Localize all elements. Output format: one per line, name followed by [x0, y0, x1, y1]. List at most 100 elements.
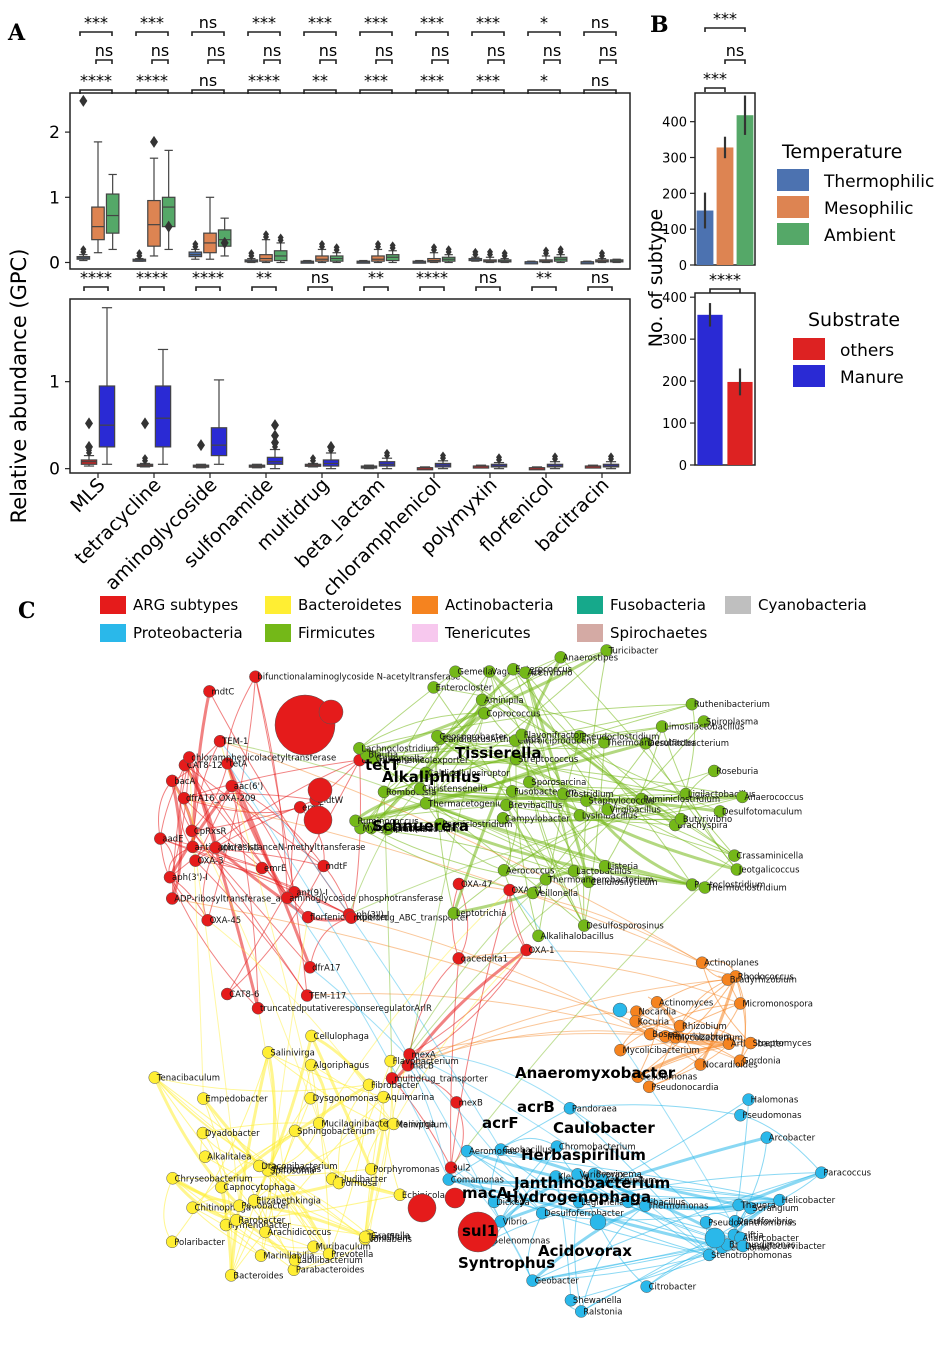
node-label-gordonia: Gordonia [742, 1057, 781, 1067]
node-label-rhizobium: Rhizobium [682, 1022, 727, 1032]
node-label-limosilactobacillus: Limosilactobacillus [664, 722, 745, 732]
node-muribaculum [307, 1240, 320, 1253]
legend-label-bacteroidetes: Bacteroidetes [298, 596, 402, 614]
sig-label: *** [252, 13, 276, 32]
legend-temperature-title: Temperature [781, 141, 902, 163]
node-cat8-6 [220, 987, 234, 1001]
node-label-polaribacter: Polaribacter [174, 1238, 225, 1248]
legend-swatch-proteobacteria [100, 624, 126, 642]
node-label-prevotella: Prevotella [331, 1250, 373, 1260]
node-aerococcus [497, 864, 511, 877]
node-aade [154, 832, 167, 845]
node-thermoanaerobacterium [539, 873, 553, 886]
network-edge [310, 1064, 330, 1254]
network-edge [488, 670, 677, 827]
node-label-mycoplasma: Mycoplasma [373, 824, 426, 834]
sig-label: *** [84, 13, 108, 32]
node-labilibacterium [288, 1253, 302, 1267]
sig-label: ** [312, 71, 328, 90]
node-label-brachyspira: Brachyspira [677, 821, 728, 831]
legend-label-proteobacteria: Proteobacteria [133, 624, 243, 642]
network-edge [183, 759, 360, 799]
legend-swatch-cyanobacteria [725, 596, 751, 614]
node-label-mdtf: mdtF [326, 862, 348, 872]
box-mesophilic-sulfonamide [259, 254, 273, 262]
node-label-tem-117: TEM-117 [308, 992, 346, 1002]
node-pseudomonas [734, 1108, 747, 1122]
network-edge [425, 803, 505, 871]
node-label-chryseobacterium: Chryseobacterium [175, 1174, 253, 1184]
outlier-marker [608, 452, 614, 461]
network-edge [532, 1244, 728, 1282]
node-label-petrimonas: Petrimonas [273, 1165, 321, 1175]
node-capnocytophaga [215, 1180, 228, 1194]
node-label-dfra17: dfrA17 [312, 963, 341, 973]
sig-label: *** [713, 9, 737, 28]
node-label-enterocloster: Enterocloster [436, 683, 493, 693]
node-geobacter [526, 1274, 539, 1287]
node-label-streptomyces: Streptomyces [753, 1039, 812, 1049]
node-label-ligilactobacillus: Ligilactobacillus [688, 790, 756, 800]
y-tick-label: 400 [662, 291, 687, 306]
node-citrobacter [640, 1280, 653, 1293]
outlier-marker [552, 452, 558, 461]
sig-bracket [415, 31, 449, 36]
node-hub-label-alkaliphilus: Alkaliphilus [382, 768, 481, 786]
legend-label-manure: Manure [840, 368, 904, 388]
node-label-cat8-6: CAT8-6 [229, 990, 259, 1000]
network-edge [154, 1077, 296, 1261]
node-label-chloramphenicolacetyltransferase: chloramphenicolacetyltransferase [191, 753, 336, 763]
network-edge [373, 757, 735, 857]
network-edge [226, 676, 256, 764]
network-edge [392, 1076, 457, 1103]
node-label-peptoclostridium: Peptoclostridium [694, 881, 765, 891]
network-edge [532, 1245, 744, 1282]
node-label-ralstonia: Ralstonia [583, 1307, 622, 1317]
node-label-teta: tetA [230, 759, 248, 769]
node-label-streptococcus: Streptococcus [518, 755, 579, 765]
network-edge [528, 781, 590, 883]
network-edge [407, 1064, 450, 1180]
node-label-veillonella: Veillonella [535, 889, 578, 899]
node-sul2 [444, 1161, 458, 1174]
panel-b-ylabel: No. of subtype [645, 209, 667, 347]
network-edge [407, 979, 728, 1066]
sig-bracket [527, 89, 561, 94]
node-klebsiella [549, 1170, 563, 1183]
node-label-emre: emrE [264, 864, 286, 874]
node-label-tenacibaculum: Tenacibaculum [156, 1074, 220, 1084]
network-edge [440, 738, 735, 857]
node-label-desulfocurvibacter: Desulfocurvibacter [745, 1242, 826, 1252]
node-label-micromonospora: Micromonospora [742, 999, 813, 1009]
network-edge [154, 1077, 272, 1170]
node-antibioticresistancen-methyltransferase [186, 840, 199, 854]
node-label-cprxsr: CpRxsR [194, 827, 227, 837]
node-lysinibacillus [573, 809, 587, 822]
node-hub-arg [318, 699, 344, 725]
node-jeotgalicoccus [730, 863, 744, 876]
y-tick-label: 0 [49, 253, 60, 273]
network-edge [183, 797, 703, 964]
sig-label: ns [151, 41, 169, 60]
node-gordonia [733, 1054, 747, 1067]
node-label-aminoglycoside-phosphotransferase: aminoglycoside phosphotransferase [289, 894, 443, 904]
legend-substrate: Substrate others Manure [793, 309, 904, 388]
node-oxa-47 [452, 877, 466, 891]
node-truncatedputativeresponseregulatorarlr [251, 1001, 265, 1015]
network-edge [451, 883, 460, 959]
sig-label: ns [479, 268, 497, 287]
node-dfra17 [303, 961, 317, 974]
node-actinoplanes [695, 956, 709, 969]
node-label-dysgonomonas: Dysgonomonas [313, 1094, 379, 1104]
node-label-pseudoclostridium: Pseudoclostridium [582, 732, 660, 742]
node-label-desulfoferrobacter: Desulfoferrobacter [544, 1209, 624, 1219]
node-mdtf [317, 859, 330, 873]
node-label-cellulosilyticum: Cellulosilyticum [591, 878, 658, 888]
node-florfenicolexporter [301, 910, 315, 924]
legend-swatch-tenericutes [412, 624, 438, 642]
node-caldicellulosiruptor [419, 766, 433, 780]
node-label-oxa-47: OXA-47 [461, 880, 492, 890]
node-ligilactobacillus [679, 787, 693, 801]
node-label-coprococcus: Coprococcus [486, 709, 541, 719]
outlier-marker [136, 249, 143, 258]
